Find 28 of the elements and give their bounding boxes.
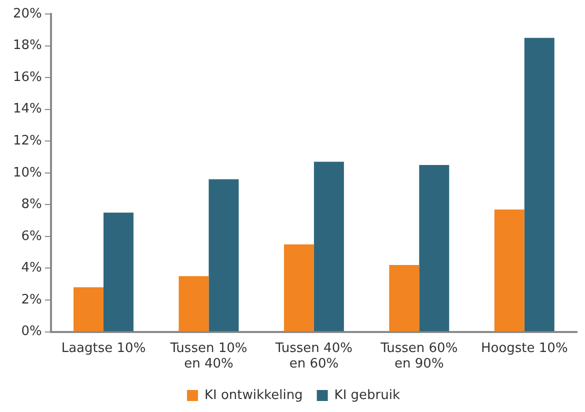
y-tick-label: 18% [12, 38, 42, 54]
y-tick-label: 16% [12, 70, 42, 85]
bar [524, 38, 554, 332]
bar [284, 244, 314, 332]
bar [419, 164, 450, 332]
x-tick-label: Tussen 60% en 90% [380, 340, 458, 372]
y-tick-label: 12% [12, 133, 42, 148]
x-tick-label: Tussen 10% en 40% [169, 340, 248, 372]
bar [104, 212, 134, 332]
bar [208, 179, 239, 332]
y-tick-label: 2% [21, 292, 42, 308]
legend-label: KI ontwikkeling [204, 388, 303, 403]
legend-label: KI gebruik [334, 388, 400, 403]
x-tick-label: Hoogste 10% [480, 340, 568, 356]
y-tick-label: 10% [12, 165, 42, 180]
y-tick-label: 4% [21, 260, 42, 276]
y-tick-label: 6% [21, 228, 42, 244]
y-tick-label: 20% [12, 6, 42, 22]
x-tick-label: Laagtse 10% [61, 340, 146, 356]
bar [314, 162, 344, 332]
y-tick-label: 14% [12, 102, 42, 117]
y-tick-label: 0% [21, 324, 42, 340]
bar [389, 265, 420, 332]
bar [494, 209, 524, 332]
bar [74, 287, 104, 332]
bar [178, 276, 209, 332]
y-tick-label: 8% [21, 197, 42, 212]
x-tick-label: Tussen 40% en 60% [274, 340, 352, 372]
